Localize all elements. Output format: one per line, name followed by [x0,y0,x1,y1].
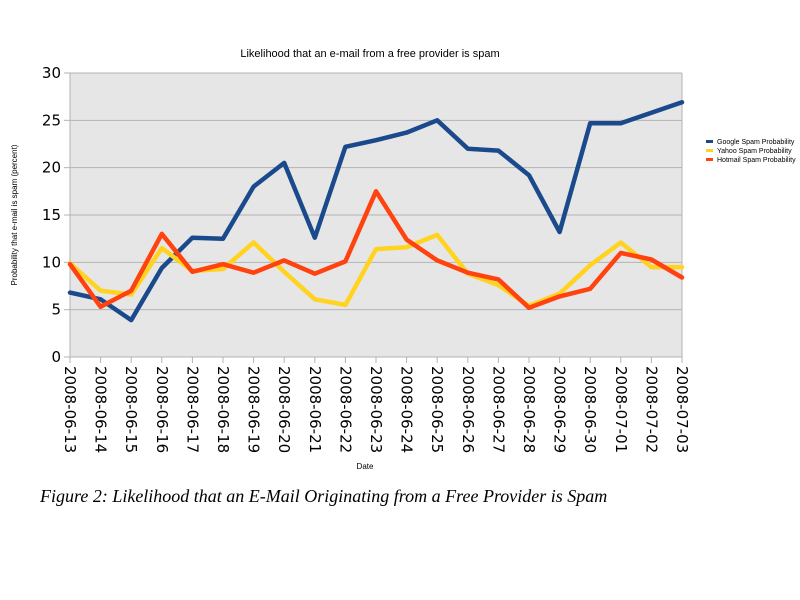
y-tick-label: 20 [42,159,61,177]
legend-swatch [706,140,713,143]
x-tick-label: 2008-06-21 [306,366,324,453]
x-tick-label: 2008-06-22 [336,366,354,453]
x-tick-label: 2008-07-02 [642,366,660,453]
legend-label: Hotmail Spam Probability [717,157,796,164]
y-tick-label: 25 [42,111,61,129]
legend-swatch [706,158,713,161]
legend-label: Yahoo Spam Probability [717,148,792,155]
legend-swatch [706,149,713,152]
x-tick-label: 2008-06-27 [489,366,507,453]
figure-caption: Figure 2: Likelihood that an E-Mail Orig… [40,486,608,506]
x-tick-label: 2008-06-13 [61,366,79,453]
x-tick-label: 2008-06-25 [428,366,446,453]
x-tick-label: 2008-06-28 [520,366,538,453]
legend-label: Google Spam Probability [717,139,795,146]
series-lines [67,100,685,323]
y-tick-label: 5 [51,301,61,319]
y-tick-label: 30 [42,64,61,82]
y-tick-labels: 0 5 10 15 20 25 30 [42,64,61,366]
x-tick-label: 2008-06-17 [183,366,201,453]
x-tick-label: 2008-06-16 [153,366,171,453]
x-tick-labels: 2008-06-13 2008-06-14 2008-06-15 2008-06-16… [61,366,691,453]
x-tick-label: 2008-07-01 [612,366,630,453]
x-tick-label: 2008-06-15 [122,366,140,453]
x-tick-label: 2008-06-24 [398,366,416,453]
x-tick-label: 2008-06-20 [275,366,293,453]
series-line-yahoo [67,232,685,309]
x-tick-label: 2008-06-23 [367,366,385,453]
x-axis-label: Date [357,462,374,471]
series-line-hotmail [67,189,685,311]
x-tick-label: 2008-06-19 [245,366,263,453]
axes [64,72,683,363]
x-tick-label: 2008-06-29 [551,366,569,453]
y-tick-label: 10 [42,253,61,271]
y-axis-label: Probability that e-mail is spam (percent… [10,144,19,285]
y-tick-label: 15 [42,206,61,224]
legend: Google Spam Probability Yahoo Spam Probab… [706,139,796,164]
x-tick-label: 2008-06-14 [92,366,110,453]
y-tick-label: 0 [51,348,61,366]
chart-title: Likelihood that an e-mail from a free pr… [240,48,499,60]
x-tick-label: 2008-06-26 [459,366,477,453]
x-tick-label: 2008-07-03 [673,366,691,453]
line-chart: Likelihood that an e-mail from a free pr… [10,48,796,471]
x-tick-label: 2008-06-18 [214,366,232,453]
x-tick-label: 2008-06-30 [581,366,599,453]
